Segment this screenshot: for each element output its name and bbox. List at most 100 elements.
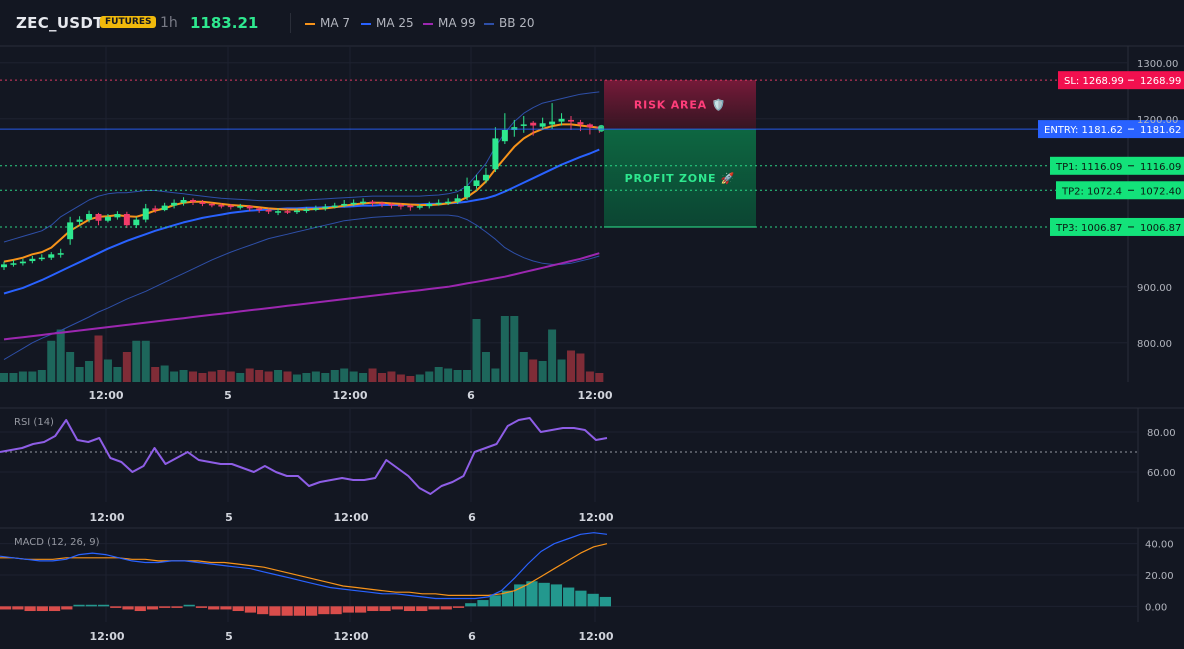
rsi-x-tick-3: 6 [468,511,476,524]
macd-signal-line [0,543,608,597]
level-tag-tp3 [1050,217,1184,236]
price-y-tick-1: 1200.00 [1137,115,1178,126]
volume-bar-17 [160,365,169,382]
candle-body-52 [492,138,499,170]
candle-body-37 [350,202,357,205]
macd-histogram-bar-14 [171,606,183,608]
macd-histogram-bar-11 [134,606,146,612]
candle-body-29 [275,211,282,213]
candle-body-24 [227,205,234,208]
macd-histogram-bar-20 [244,606,257,613]
volume-bar-42 [396,374,405,382]
macd-histogram-bar-16 [195,606,208,608]
candle-body-22 [208,203,215,206]
macd-histogram-bar-36 [440,606,452,610]
profit-zone-label: PROFIT ZONE 🚀 [625,172,736,185]
candle-body-36 [341,203,348,206]
price-y-tick-0: 1300.00 [1137,59,1178,70]
last-price-dot [597,124,605,132]
legend-bb20-label: BB 20 [499,16,535,30]
macd-histogram-bar-33 [403,606,416,612]
candle-body-12 [114,214,121,218]
legend-bb20[interactable]: BB 20 [484,16,535,30]
volume-bar-3 [28,371,37,382]
candle-body-45 [426,203,433,207]
volume-bar-22 [207,371,216,382]
volume-bar-38 [359,373,368,382]
volume-bar-46 [434,367,443,382]
macd-x-tick-3: 6 [468,630,476,643]
macd-histogram-bar-29 [354,606,367,613]
candle-body-14 [133,219,140,226]
candle-body-19 [180,200,187,203]
candle-body-6 [57,253,64,255]
legend-ma99[interactable]: MA 99 [423,16,476,30]
candle-body-42 [397,205,404,207]
chart-header: ZEC_USDT FUTURES 1h 1183.21 MA 7 MA 25 M… [0,0,1184,46]
volume-bar-23 [217,370,226,382]
rsi-y-tick-0: 80.00 [1147,428,1176,439]
candle-body-5 [48,254,55,258]
volume-bar-49 [463,370,472,382]
candle-body-31 [293,210,300,213]
candle-body-56 [530,122,537,126]
candle-body-21 [199,202,206,204]
rsi-x-tick-1: 5 [225,511,233,524]
macd-histogram-bar-48 [587,593,599,607]
candle-body-61 [577,122,584,125]
volume-bar-39 [368,368,377,382]
volume-bar-28 [264,371,273,382]
macd-histogram-bar-46 [563,587,575,607]
ma25-line [3,148,600,295]
macd-histogram-bar-39 [477,600,489,607]
timeframe-label[interactable]: 1h [160,15,178,31]
volume-bar-55 [519,352,528,382]
volume-bar-11 [103,359,112,382]
price-x-tick-4: 12:00 [577,389,612,402]
candle-body-46 [435,202,442,205]
volume-bar-44 [415,374,424,382]
candle-body-30 [284,211,291,213]
legend-ma7[interactable]: MA 7 [305,16,350,30]
volume-bar-33 [311,371,320,382]
symbol-label[interactable]: ZEC_USDT [16,14,104,32]
candle-body-15 [142,208,149,220]
macd-histogram-bar-28 [342,606,354,613]
rsi-y-tick-1: 60.00 [1147,468,1176,479]
volume-bar-1 [9,373,18,382]
volume-bar-32 [302,373,311,382]
macd-histogram-bar-21 [257,606,269,615]
volume-bar-60 [567,350,575,382]
macd-x-tick-0: 12:00 [89,630,124,643]
candle-body-2 [19,261,26,264]
macd-histogram-bar-38 [465,603,477,607]
level-tag-entry [1038,120,1184,139]
candle-body-55 [520,124,527,126]
candle-body-1 [10,263,17,265]
macd-histogram-bar-24 [293,606,305,616]
macd-histogram-bar-15 [183,604,195,607]
candle-body-53 [501,130,508,142]
volume-bar-31 [292,374,301,382]
level-label-sl: SL: 1268.99 [1064,76,1124,87]
macd-histogram-bar-43 [526,581,538,607]
candle-body-4 [38,257,45,260]
macd-histogram-bar-27 [330,606,342,615]
macd-histogram-bar-42 [514,584,526,607]
level-label-tp1: TP1: 1116.09 [1055,162,1122,173]
macd-histogram-bar-47 [575,590,587,607]
candle-body-51 [482,174,489,181]
volume-bar-7 [66,352,75,382]
legend-ma25[interactable]: MA 25 [361,16,414,30]
legend-ma99-swatch [423,22,433,25]
macd-line [0,532,608,600]
price-x-tick-2: 12:00 [332,389,367,402]
macd-histogram-bar-34 [416,606,428,612]
macd-histogram-bar-45 [550,584,563,607]
volume-bar-62 [585,371,594,382]
futures-badge: FUTURES [100,16,157,28]
candle-body-17 [161,205,168,211]
level-label-tp2: TP2: 1072.4 [1061,186,1122,197]
macd-histogram-bar-23 [281,606,293,616]
